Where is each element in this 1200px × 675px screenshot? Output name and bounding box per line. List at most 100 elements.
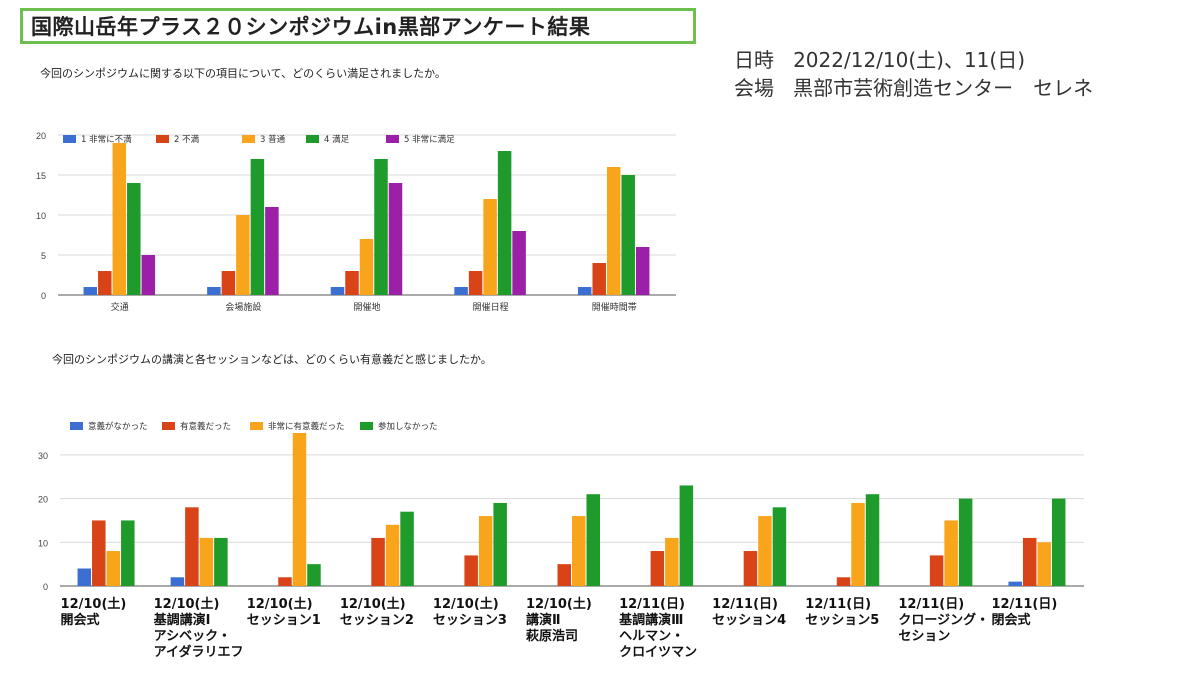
chart1-question: 今回のシンポジウムに関する以下の項目について、どのくらい満足されましたか。 [40, 67, 446, 80]
legend-label: 2 不満 [174, 135, 200, 145]
page-title-box: 国際山岳年プラス２０シンポジウムin黒部アンケート結果 [20, 8, 696, 44]
bar [278, 577, 292, 586]
x-tick-label-line: クロイツマン [619, 645, 698, 660]
x-tick-label-line: 12/11(日) [991, 597, 1058, 612]
legend-label: 参加しなかった [378, 421, 438, 432]
x-tick-label-line: 萩原浩司 [526, 629, 579, 644]
x-tick-label-line: 12/10(土) [60, 597, 127, 612]
legend-label: 3 普通 [260, 134, 286, 145]
x-tick-label: 開催地 [353, 301, 380, 313]
x-tick-label-line: 12/11(日) [898, 597, 965, 612]
x-tick-label-line: 12/10(土) [526, 597, 592, 612]
date-value: 2022/12/10(土)、11(日) [793, 48, 1026, 72]
bar [650, 551, 665, 586]
x-tick-label: 会場施設 [225, 301, 261, 313]
legend-label: 有意義だった [180, 421, 231, 432]
bar [665, 537, 679, 586]
bar [758, 516, 772, 586]
legend-swatch [386, 135, 399, 143]
x-tick-label: 12/11(日) クロージング・ セション [898, 597, 989, 645]
y-tick-label: 10 [36, 211, 46, 221]
bar [929, 555, 944, 586]
date-line: 日時 2022/12/10(土)、11(日) [734, 44, 1025, 73]
x-tick-label: 開催時間帯 [592, 301, 637, 313]
bar [944, 520, 958, 586]
x-tick-label-line: ヘルマン・ [619, 629, 685, 644]
bar [77, 568, 92, 586]
bar [1051, 498, 1066, 586]
bar [577, 287, 592, 295]
chart2-question: 今回のシンポジウムの講演と各セッションなどは、どのくらい有意義だと感じましたか。 [52, 353, 492, 366]
bar [454, 287, 468, 295]
bar [512, 231, 526, 295]
bar [1037, 542, 1051, 586]
bar [679, 485, 694, 586]
bar [98, 271, 112, 295]
bar [836, 577, 851, 586]
y-tick-label: 5 [41, 251, 46, 261]
x-tick-label: 12/10(土) 基調講演Ⅰ アシベック・ アイダラリエフ [154, 597, 244, 661]
date-label: 日時 [734, 48, 774, 72]
x-tick-label-line: 12/10(土) [153, 597, 220, 612]
x-tick-label-line: アイダラリエフ [153, 645, 244, 660]
legend-swatch [306, 135, 319, 143]
bar [958, 498, 973, 586]
y-tick-label: 20 [38, 495, 48, 505]
legend-label: 意義がなかった [88, 421, 148, 432]
x-tick-label-line: 12/11(日) [712, 597, 778, 612]
legend-label: 5 非常に満足 [404, 134, 455, 145]
page-title: 国際山岳年プラス２０シンポジウムin黒部アンケート結果 [31, 15, 591, 39]
bar [388, 183, 403, 295]
bar [493, 502, 507, 586]
x-tick-label-line: セッション2 [339, 613, 414, 628]
y-tick-label: 30 [38, 451, 48, 461]
x-tick-label-line: セッション4 [712, 613, 787, 628]
x-tick-label: 12/11(日) 閉会式 [991, 597, 1057, 629]
bar [292, 433, 307, 586]
bar [207, 287, 221, 295]
bar [483, 199, 497, 295]
x-tick-label-line: セション [898, 629, 951, 644]
bar [221, 271, 236, 295]
bar [121, 520, 135, 586]
venue-line: 会場 黒部市芸術創造センター セレネ [734, 72, 1093, 101]
x-tick-label-line: 講演Ⅱ [526, 613, 561, 628]
bar [606, 167, 621, 295]
legend-swatch [156, 135, 169, 143]
legend-swatch [250, 422, 263, 430]
x-tick-label: 12/10(土) 開会式 [61, 597, 127, 629]
legend-swatch [242, 135, 255, 143]
legend-swatch [360, 422, 373, 430]
bar [557, 564, 571, 586]
bar [307, 564, 321, 586]
bar [141, 255, 156, 295]
y-tick-label: 15 [36, 171, 46, 181]
bar [478, 516, 493, 586]
x-tick-label-line: セッション3 [432, 613, 507, 628]
x-tick-label-line: セッション5 [805, 613, 880, 628]
bar [743, 551, 758, 586]
bar [400, 511, 414, 586]
bar [170, 577, 185, 586]
venue-label: 会場 [734, 76, 774, 100]
bar [1008, 581, 1022, 586]
x-tick-label-line: 12/10(土) [339, 597, 406, 612]
x-tick-label-line: 基調講演Ⅰ [153, 613, 211, 628]
bar [385, 524, 400, 586]
bar [236, 215, 250, 295]
bar [345, 271, 359, 295]
legend-label: 非常に有意義だった [268, 421, 345, 432]
bar [371, 537, 385, 586]
x-tick-label: 12/11(日) セッション5 [805, 597, 879, 629]
x-tick-label: 12/10(土) セッション2 [340, 597, 414, 629]
x-tick-label: 交通 [111, 301, 129, 313]
y-tick-label: 0 [41, 291, 46, 301]
x-tick-label-line: クロージング・ [898, 613, 990, 628]
bar [92, 520, 106, 586]
bar [199, 537, 214, 586]
bar [265, 207, 279, 295]
legend-swatch [70, 422, 83, 430]
bar [185, 507, 199, 586]
